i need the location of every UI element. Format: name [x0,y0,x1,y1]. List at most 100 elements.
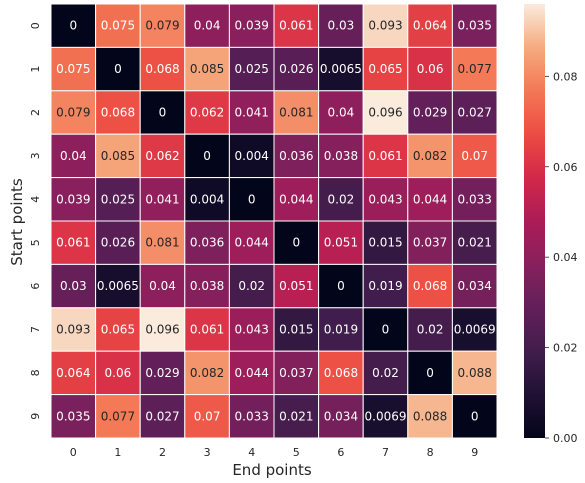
cell-value-label: 0 [203,149,211,163]
colorbar-tick-label: 0.02 [553,342,578,355]
cell-value-label: 0.039 [235,19,269,33]
cell-value-label: 0.021 [279,409,313,423]
cell-value-label: 0 [114,62,122,76]
heatmap-cell [451,46,498,92]
x-tick-label: 7 [382,446,389,459]
cell-value-label: 0.036 [190,236,224,250]
cell-value-label: 0.026 [101,236,135,250]
y-tick-label: 3 [29,152,42,159]
heatmap-cell [362,3,409,48]
cell-value-label: 0.02 [238,279,265,293]
cell-value-label: 0.061 [190,323,224,337]
cell-value-label: 0.096 [145,323,179,337]
heatmap-cell [273,307,320,352]
heatmap-cell [407,263,453,309]
y-tick-label: 4 [29,196,42,203]
cell-value-label: 0.064 [413,19,447,33]
cell-value-label: 0.079 [56,106,90,120]
heatmap-cell [184,220,230,265]
cell-value-label: 0 [426,366,434,380]
cell-value-label: 0.004 [235,149,269,163]
cell-value-label: 0.0065 [97,279,139,293]
cell-value-label: 0.0065 [320,62,362,76]
heatmap-cell [50,220,97,265]
cell-value-label: 0.075 [56,62,90,76]
heatmap-cell [273,177,320,222]
cell-value-label: 0.038 [324,149,358,163]
cell-value-label: 0.04 [149,279,176,293]
cell-value-label: 0.07 [461,149,488,163]
heatmap-cell [139,177,186,222]
y-tick-label: 5 [29,239,42,246]
heatmap-cell [362,307,409,352]
cell-value-label: 0.029 [413,106,447,120]
colorbar-tick-label: 0.08 [553,70,578,83]
heatmap-cell [228,307,275,352]
cell-value-label: 0 [69,19,77,33]
heatmap-cell [95,3,141,48]
cell-value-label: 0.04 [328,106,355,120]
heatmap-cell [139,394,186,439]
x-axis-label: End points [232,461,312,479]
cell-value-label: 0.088 [413,409,447,423]
heatmap-cell [362,46,409,92]
heatmap-cell [362,350,409,396]
cell-value-label: 0.034 [458,279,492,293]
cell-value-label: 0.096 [368,106,402,120]
heatmap-cell [95,46,141,92]
heatmap-cell [273,46,320,92]
heatmap-cell [228,350,275,396]
cell-value-label: 0.035 [56,409,90,423]
heatmap-cell [318,177,364,222]
cell-value-label: 0.025 [235,62,269,76]
cell-value-label: 0.037 [279,366,313,380]
cell-value-label: 0.0069 [454,323,496,337]
cell-value-label: 0.062 [190,106,224,120]
heatmap-cell [318,46,364,92]
cell-value-label: 0.081 [279,106,313,120]
heatmap-cell [407,90,453,135]
cell-value-label: 0.033 [458,192,492,206]
cell-value-label: 0.035 [458,19,492,33]
cell-value-label: 0.044 [413,192,447,206]
cell-value-label: 0.019 [324,323,358,337]
x-tick-label: 6 [337,446,344,459]
cell-value-label: 0.027 [458,106,492,120]
cell-value-label: 0.015 [279,323,313,337]
x-tick-label: 0 [70,446,77,459]
cell-value-label: 0.034 [324,409,358,423]
cell-value-label: 0.062 [145,149,179,163]
cell-value-label: 0.02 [372,366,399,380]
heatmap-cell [273,3,320,48]
heatmap-cell [362,177,409,222]
cell-value-label: 0.036 [279,149,313,163]
cell-value-label: 0.068 [101,106,135,120]
heatmap-cell [451,263,498,309]
heatmap-cell [273,133,320,179]
cell-value-label: 0.068 [413,279,447,293]
cell-value-label: 0.061 [279,19,313,33]
cell-value-label: 0.064 [56,366,90,380]
cell-value-label: 0.038 [190,279,224,293]
heatmap-cell [407,350,453,396]
cell-value-label: 0.021 [458,236,492,250]
cell-value-label: 0 [159,106,167,120]
cell-value-label: 0.044 [235,236,269,250]
cell-value-label: 0.033 [235,409,269,423]
heatmap-cell [139,220,186,265]
heatmap-cell [50,90,97,135]
heatmap-cell [318,350,364,396]
heatmap-cell [318,90,364,135]
heatmap-cell [50,394,97,439]
cell-value-label: 0.077 [458,62,492,76]
heatmap-cell [362,394,409,439]
x-tick-label: 9 [471,446,478,459]
cell-value-label: 0.051 [279,279,313,293]
cell-value-label: 0.065 [368,62,402,76]
colorbar-tick-label: 0.00 [553,432,578,445]
heatmap-cell [318,263,364,309]
cell-value-label: 0.082 [413,149,447,163]
y-tick-label: 0 [29,22,42,29]
cell-value-label: 0.085 [101,149,135,163]
